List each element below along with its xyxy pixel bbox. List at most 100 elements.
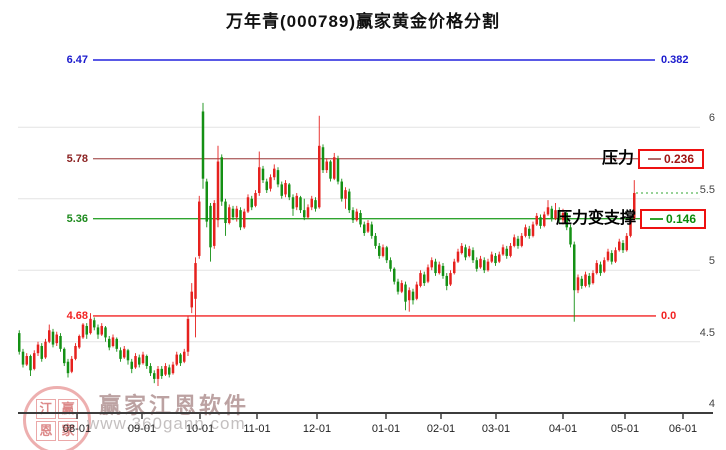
candle-body [111, 337, 115, 346]
candle-body [276, 170, 280, 185]
candle-body [18, 333, 21, 352]
candle-body [576, 277, 580, 291]
candle-body [209, 205, 212, 248]
candle-body [456, 251, 460, 262]
candle-body [588, 275, 591, 285]
candle-body [509, 245, 512, 256]
candle-body [441, 265, 445, 276]
candle-body [246, 197, 250, 212]
candle-body [336, 158, 340, 182]
candle-body [21, 351, 25, 365]
candle-body [490, 254, 493, 262]
candle-body [288, 184, 291, 198]
x-axis-tick-label: 10-01 [185, 423, 215, 435]
candle-body [201, 111, 205, 179]
candle-body [561, 213, 565, 221]
candle-body [243, 211, 246, 228]
candle-body [306, 207, 310, 218]
candle-body [614, 250, 617, 262]
candle-body [44, 341, 47, 358]
candle-body [145, 356, 148, 367]
x-axis-tick-label: 03-01 [481, 423, 511, 435]
candle-body [220, 157, 223, 202]
page-title: 万年青(000789)赢家黄金价格分割 [225, 12, 501, 31]
candle-body [426, 267, 430, 282]
candle-body [153, 373, 156, 379]
candle-body [494, 255, 497, 264]
y-axis-tick-label: 4 [708, 398, 715, 411]
candle-body [543, 214, 546, 226]
candle-body [584, 274, 587, 286]
candle-body [70, 358, 73, 372]
candle-body [468, 248, 471, 256]
candle-body [108, 338, 111, 348]
ratio-value-label: 0.0 [661, 309, 677, 322]
candle-body [389, 260, 392, 269]
candle-body [396, 281, 400, 292]
candle-body [115, 338, 118, 349]
candle-body [621, 243, 625, 251]
x-axis-tick-label: 02-01 [426, 423, 456, 435]
candle-body [25, 356, 28, 365]
candle-body [565, 213, 568, 228]
ratio-value: 0.146 [665, 211, 697, 226]
value-box-dash [649, 217, 663, 220]
candle-body [378, 245, 381, 256]
candle-body [498, 254, 501, 262]
candle-body [325, 161, 328, 171]
candle-body [333, 157, 336, 179]
candle-body [205, 181, 208, 222]
candle-body [329, 161, 332, 179]
candle-body [299, 197, 302, 211]
candle-body [558, 210, 561, 221]
candle-body [471, 250, 475, 261]
candle-body [156, 368, 160, 379]
candle-body [261, 168, 265, 181]
x-axis-tick-label: 12-01 [302, 423, 332, 435]
candle-body [130, 361, 133, 369]
candle-body [400, 283, 403, 292]
candle-body [430, 260, 433, 268]
candle-body [524, 227, 527, 236]
candle-body [625, 235, 628, 251]
candle-body [74, 346, 77, 359]
candle-body [160, 368, 163, 377]
candle-body [96, 327, 100, 335]
x-axis-tick-label: 04-01 [548, 423, 578, 435]
candle-body [78, 335, 81, 348]
value-box-dash [647, 157, 661, 160]
candle-body [213, 203, 216, 246]
candle-body [51, 331, 55, 345]
candle-body [104, 327, 107, 338]
candle-body [40, 346, 43, 359]
candle-body [63, 348, 66, 364]
candle-body [55, 334, 58, 344]
candle-body [393, 268, 396, 282]
candle-body [453, 261, 456, 274]
candle-body [344, 190, 347, 199]
candle-body [258, 167, 261, 193]
candle-body [33, 353, 36, 369]
candle-body [445, 275, 448, 286]
y-axis-tick-label: 5 [708, 255, 715, 268]
candle-body [423, 274, 426, 284]
x-axis-tick-label: 11-01 [243, 423, 271, 435]
price-level-label: 5.78 [66, 152, 88, 165]
resistance-annotation: 压力变支撑 [555, 209, 636, 227]
candle-body [516, 238, 520, 246]
candle-body [235, 208, 238, 218]
candle-body [479, 258, 482, 268]
candle-body [318, 145, 321, 208]
candle-body [29, 356, 32, 371]
x-axis-tick-label: 01-01 [371, 423, 401, 435]
candle-body [265, 181, 268, 191]
candle-body [321, 147, 325, 171]
ratio-value-box: 0.236 [638, 148, 704, 169]
candle-body [408, 290, 411, 301]
candle-body [580, 278, 583, 286]
candle-body [438, 264, 441, 274]
candle-body [460, 245, 463, 254]
y-axis-tick-label: 6 [708, 112, 715, 125]
candle-body [419, 273, 422, 286]
